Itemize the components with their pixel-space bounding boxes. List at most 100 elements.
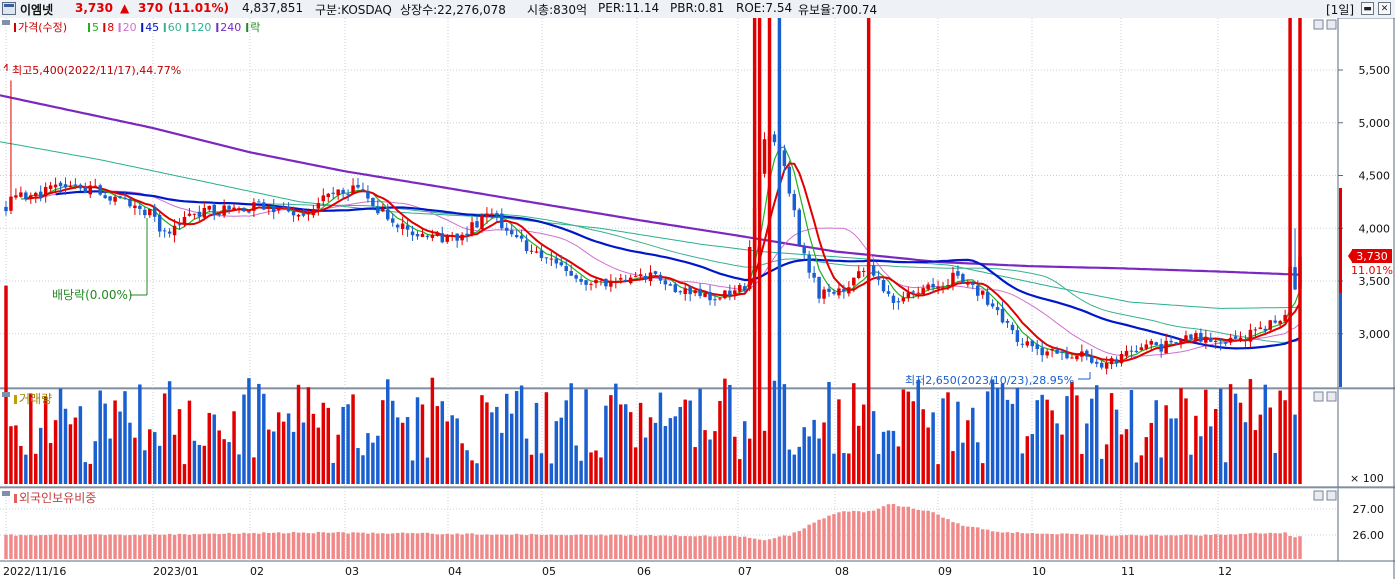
volume-bar: [847, 453, 851, 484]
foreign-bar: [505, 534, 509, 559]
volume-bar: [599, 457, 603, 484]
volume-bar: [1114, 409, 1119, 484]
candle-body: [1258, 327, 1263, 329]
candle-body: [574, 275, 578, 279]
candle-body: [346, 194, 350, 196]
candle-body: [668, 284, 673, 286]
foreign-bar: [574, 534, 578, 559]
foreign-bar: [212, 533, 216, 559]
volume-menu-icon[interactable]: [2, 392, 10, 397]
minimize-button[interactable]: ▬: [1361, 2, 1374, 15]
foreign-bar: [138, 535, 142, 559]
foreign-bar: [88, 534, 93, 559]
candle-body: [19, 192, 23, 197]
foreign-bar: [906, 506, 911, 559]
volume-bar: [1298, 18, 1302, 484]
candle-body: [93, 185, 97, 187]
foreign-bar: [534, 534, 539, 559]
volume-bar: [1293, 414, 1297, 484]
candle-body: [564, 266, 568, 271]
legend-item: 45: [145, 21, 159, 34]
foreign-bar: [1248, 533, 1253, 559]
price-change-pct: (11.01%): [168, 1, 229, 15]
foreign-bar: [366, 533, 370, 559]
candle-body: [1209, 337, 1213, 342]
candle-body: [896, 301, 901, 303]
volume-bar: [628, 412, 633, 484]
foreign-bar: [346, 533, 350, 559]
chart-settings-icon[interactable]: [2, 2, 16, 15]
close-button[interactable]: ✕: [1378, 2, 1391, 15]
candle-body: [708, 292, 712, 301]
foreign-bar: [1099, 534, 1104, 559]
current-price-tag-text: 3,730: [1356, 250, 1388, 263]
stock-name[interactable]: 이엠넷: [20, 3, 54, 17]
volume-bar: [574, 445, 578, 484]
volume-bar: [861, 404, 866, 484]
foreign-bar: [524, 535, 529, 559]
candle-body: [579, 278, 583, 282]
period-selector[interactable]: [1일]: [1326, 3, 1355, 17]
volume-bar: [906, 391, 911, 484]
legend-item: 120: [190, 21, 211, 34]
volume-bar: [718, 400, 722, 484]
volume-bar: [1055, 423, 1059, 484]
candle-body: [356, 184, 360, 188]
candle-body: [43, 186, 48, 197]
current-price: 3,730: [75, 1, 113, 15]
candle-body: [291, 211, 296, 216]
volume-bar: [490, 412, 494, 484]
candle-body: [1199, 332, 1203, 342]
foreign-bar: [861, 512, 866, 559]
volume-bar: [747, 438, 752, 484]
panel-menu-icon[interactable]: [2, 20, 10, 25]
volume-bar: [29, 393, 33, 484]
volume-bar: [1060, 434, 1064, 484]
price-tick-label: 5,000: [1359, 117, 1391, 130]
volume-bar: [177, 409, 182, 484]
candle-body: [733, 290, 737, 295]
x-axis-label: 09: [938, 565, 952, 578]
foreign-bar: [381, 533, 385, 559]
legend-item: 가격(수정): [18, 21, 67, 34]
foreign-bar: [435, 534, 440, 559]
candle-body: [1080, 351, 1084, 357]
stock-chart[interactable]: 5,5005,0004,5004,0003,5003,000150,000100…: [0, 18, 1395, 579]
volume-bar: [767, 18, 772, 484]
candle-body: [619, 278, 623, 280]
candle-body: [257, 201, 261, 203]
candle-body: [718, 298, 722, 300]
candle-body: [1248, 329, 1253, 342]
foreign-bar: [658, 535, 663, 559]
foreign-bar: [1124, 535, 1129, 559]
candle-body: [148, 209, 152, 216]
foreign-bar: [941, 517, 945, 559]
foreign-bar: [822, 518, 826, 559]
foreign-bar: [619, 534, 623, 559]
volume-bar: [980, 463, 985, 484]
candle-body: [832, 291, 836, 294]
volume-bar: [321, 402, 326, 484]
volume-bar: [703, 430, 707, 484]
foreign-menu-icon[interactable]: [2, 491, 10, 496]
candle-body: [405, 225, 410, 230]
candle-body: [1094, 361, 1099, 364]
panel-buttons[interactable]: [1313, 19, 1337, 501]
candle-body: [301, 213, 306, 216]
volume-bar: [1218, 388, 1223, 484]
candle-body: [1075, 355, 1079, 360]
ma240-line: [0, 94, 1301, 276]
volume-bar: [946, 392, 950, 484]
candle-body: [202, 207, 207, 218]
foreign-bar: [752, 538, 757, 559]
candle-body: [24, 192, 28, 200]
candle-body: [271, 205, 276, 213]
candle-body: [162, 230, 167, 232]
volume-bar: [1164, 405, 1168, 484]
foreign-bar: [1283, 532, 1287, 559]
candle-body: [1223, 342, 1228, 344]
volume-bar: [1268, 407, 1272, 484]
volume-bar: [633, 447, 638, 484]
foreign-bar: [395, 533, 400, 559]
volume-bar: [460, 443, 464, 484]
